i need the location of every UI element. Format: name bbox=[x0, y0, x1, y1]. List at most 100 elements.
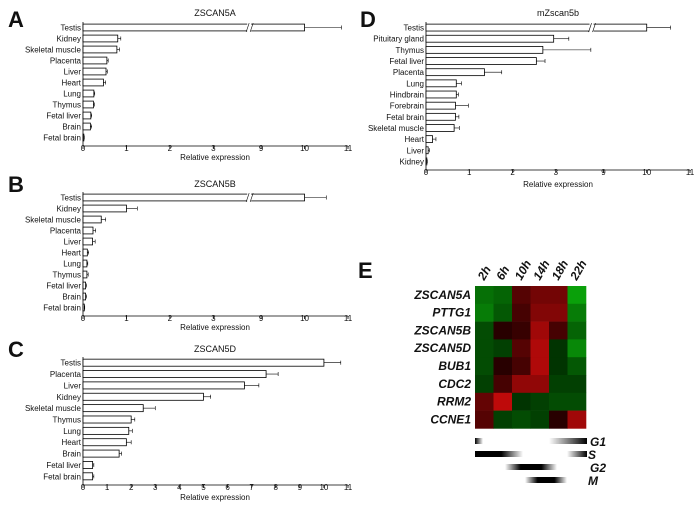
x-tick-label: 11 bbox=[344, 144, 353, 153]
heatmap-cell bbox=[512, 357, 531, 376]
category-label: Thymus bbox=[53, 271, 81, 280]
bar bbox=[425, 90, 457, 99]
bar-break-gap bbox=[247, 23, 252, 32]
chart-title-d: mZscan5b bbox=[537, 8, 579, 18]
category-label: Forebrain bbox=[390, 102, 424, 111]
category-label: Skeletal muscle bbox=[368, 124, 425, 133]
bar bbox=[82, 45, 118, 54]
bar bbox=[82, 100, 94, 109]
x-tick-label: 7 bbox=[249, 483, 254, 492]
category-label: Skeletal muscle bbox=[25, 404, 82, 413]
category-label: Kidney bbox=[400, 157, 424, 166]
bar-break-mark bbox=[245, 192, 250, 203]
category-label: Fetal brain bbox=[43, 472, 81, 481]
bar bbox=[82, 23, 305, 32]
bar bbox=[82, 404, 144, 413]
bar bbox=[425, 146, 429, 155]
bar bbox=[82, 461, 94, 469]
heatmap-cell bbox=[530, 375, 550, 394]
x-tick-label: 3 bbox=[153, 483, 158, 492]
heatmap-row-label: PTTG1 bbox=[432, 306, 471, 320]
heatmap-cell bbox=[549, 321, 568, 340]
x-tick-label: 1 bbox=[124, 314, 129, 323]
x-tick-label: 4 bbox=[177, 483, 182, 492]
bar bbox=[82, 281, 87, 290]
x-tick-label: 1 bbox=[105, 483, 110, 492]
bar bbox=[82, 193, 305, 202]
heatmap-cell bbox=[567, 375, 587, 394]
x-tick-label: 3 bbox=[554, 168, 559, 177]
heatmap-cell bbox=[549, 392, 568, 411]
x-tick-label: 2 bbox=[168, 314, 173, 323]
x-tick-label: 10 bbox=[319, 483, 328, 492]
x-tick-label: 2 bbox=[129, 483, 134, 492]
bar-break-mark bbox=[592, 23, 596, 33]
x-tick-label: 11 bbox=[344, 314, 353, 323]
phase-bar bbox=[475, 451, 523, 457]
bar-break-mark bbox=[249, 22, 254, 33]
heatmap-cell bbox=[549, 410, 568, 429]
heatmap-cell bbox=[549, 357, 568, 376]
bar bbox=[425, 79, 457, 88]
category-label: Hindbrain bbox=[390, 91, 424, 100]
heatmap-column-label: 22h bbox=[567, 258, 590, 284]
x-tick-label: 2 bbox=[168, 144, 173, 153]
category-label: Heart bbox=[61, 79, 81, 88]
heatmap-cell bbox=[512, 375, 531, 394]
heatmap-cell bbox=[512, 410, 531, 429]
bar bbox=[425, 135, 433, 143]
x-tick-label: 9 bbox=[259, 314, 264, 323]
x-tick-label: 6 bbox=[225, 483, 230, 492]
bar bbox=[425, 68, 485, 77]
category-label: Fetal brain bbox=[386, 113, 424, 122]
bar bbox=[82, 292, 87, 301]
category-label: Heart bbox=[404, 135, 424, 144]
bar bbox=[82, 215, 102, 224]
category-label: Placenta bbox=[393, 68, 425, 77]
heatmap-cell bbox=[475, 410, 494, 429]
category-label: Liver bbox=[407, 146, 425, 155]
heatmap-row-label: ZSCAN5D bbox=[413, 341, 471, 355]
bar bbox=[82, 67, 107, 76]
category-label: Kidney bbox=[57, 393, 81, 402]
phase-bar bbox=[549, 438, 587, 444]
bar-break-mark bbox=[588, 23, 592, 33]
heatmap-cell bbox=[567, 357, 587, 376]
category-label: Testis bbox=[61, 194, 81, 203]
bar bbox=[82, 259, 88, 268]
category-label: Placenta bbox=[50, 57, 82, 66]
category-label: Skeletal muscle bbox=[25, 46, 82, 55]
x-tick-label: 11 bbox=[686, 168, 695, 177]
bar bbox=[82, 78, 104, 87]
x-tick-label: 2 bbox=[510, 168, 515, 177]
heatmap-cell bbox=[475, 303, 494, 322]
category-label: Fetal liver bbox=[46, 282, 81, 291]
bar bbox=[82, 426, 130, 435]
category-label: Liver bbox=[64, 68, 82, 77]
x-axis-label-a: Relative expression bbox=[180, 153, 250, 162]
bar bbox=[82, 204, 127, 213]
x-tick-label: 9 bbox=[298, 483, 303, 492]
heatmap-row-label: CCNE1 bbox=[430, 412, 471, 426]
heatmap-cell bbox=[475, 357, 494, 376]
bar bbox=[425, 57, 537, 65]
bar bbox=[82, 449, 120, 458]
category-label: Kidney bbox=[57, 35, 81, 44]
heatmap-cell bbox=[475, 392, 494, 411]
category-label: Placenta bbox=[50, 227, 82, 236]
bar bbox=[82, 270, 88, 279]
heatmap-cell bbox=[493, 375, 513, 394]
heatmap-cell bbox=[530, 339, 550, 358]
heatmap-cell bbox=[493, 339, 513, 358]
panel-label-b: B bbox=[8, 172, 24, 197]
bar bbox=[82, 237, 93, 246]
heatmap-cell bbox=[549, 286, 568, 305]
bar bbox=[425, 124, 455, 132]
heatmap-cell bbox=[549, 375, 568, 394]
phase-bar bbox=[567, 451, 587, 457]
category-label: Lung bbox=[406, 79, 424, 88]
bar bbox=[425, 157, 428, 166]
bar-break-gap bbox=[247, 193, 252, 202]
bar bbox=[82, 122, 91, 131]
